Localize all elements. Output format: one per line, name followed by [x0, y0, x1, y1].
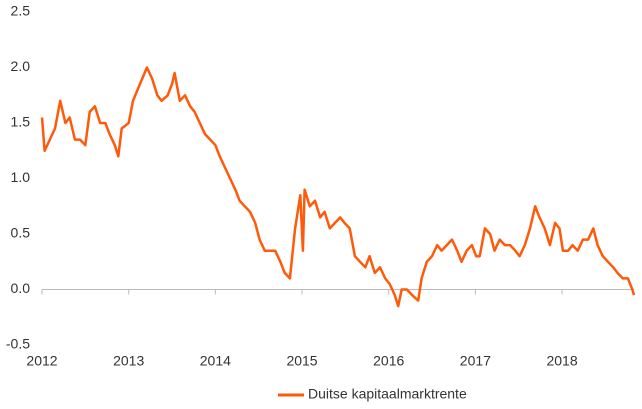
y-tick-label: 0.5: [11, 225, 31, 241]
x-tick-label: 2013: [113, 353, 144, 369]
x-tick-label: 2018: [546, 353, 577, 369]
data-line: [40, 66, 636, 308]
y-tick-label: 2.5: [11, 3, 31, 19]
y-tick-label: 0.0: [11, 280, 31, 296]
x-tick-label: 2012: [26, 353, 57, 369]
y-tick-label: 1.5: [11, 114, 31, 130]
x-tick-label: 2014: [200, 353, 231, 369]
y-tick-label: 1.0: [11, 169, 31, 185]
x-tick-label: 2015: [286, 353, 317, 369]
x-tick-label: 2017: [460, 353, 491, 369]
x-tick-label: 2016: [373, 353, 404, 369]
y-tick-label: 2.0: [11, 58, 31, 74]
y-tick-label: -0.5: [6, 336, 30, 352]
legend-label: Duitse kapitaalmarktrente: [308, 386, 467, 402]
